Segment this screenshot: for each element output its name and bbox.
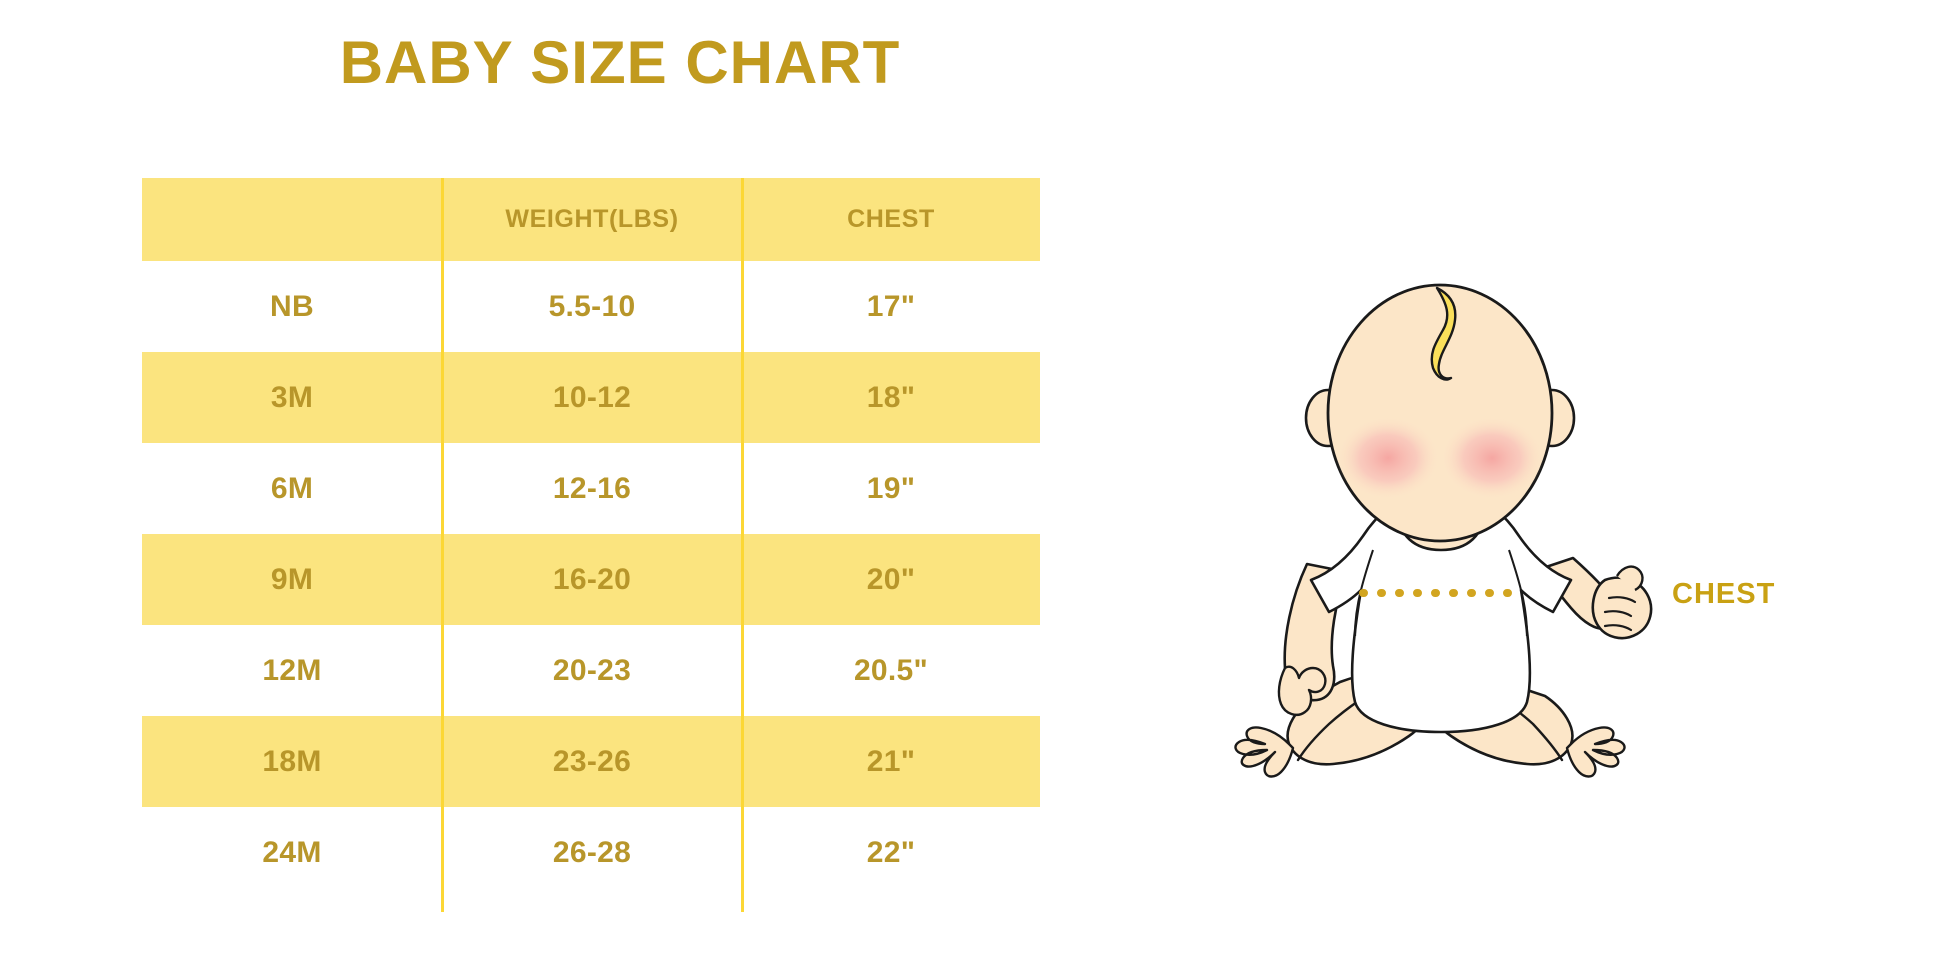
table-row: 18M 23-26 21" — [142, 716, 1040, 807]
baby-cheek-left — [1336, 416, 1440, 500]
table-row: NB 5.5-10 17" — [142, 261, 1040, 352]
cell-weight: 10-12 — [552, 380, 632, 414]
column-divider-2 — [741, 178, 744, 912]
chest-measurement-label: CHEST — [1672, 578, 1776, 610]
baby-figure — [1234, 283, 1653, 778]
cell-chest: 21" — [866, 744, 916, 778]
cell-weight: 23-26 — [552, 744, 632, 778]
cell-size: NB — [270, 289, 314, 323]
table-row: 24M 26-28 22" — [142, 807, 1040, 898]
column-divider-1 — [441, 178, 444, 912]
table-header-row: WEIGHT(LBS) CHEST — [142, 178, 1040, 261]
cell-chest: 19" — [866, 471, 916, 505]
baby-head — [1326, 283, 1554, 543]
table-row: 3M 10-12 18" — [142, 352, 1040, 443]
cell-weight: 16-20 — [552, 562, 632, 596]
baby-illustration — [1185, 250, 1695, 820]
table-row: 12M 20-23 20.5" — [142, 625, 1040, 716]
cell-chest: 18" — [866, 380, 916, 414]
cell-size: 24M — [262, 835, 322, 869]
header-cell-weight: WEIGHT(LBS) — [505, 205, 679, 233]
baby-hair-curl — [1430, 286, 1457, 381]
table-row: 6M 12-16 19" — [142, 443, 1040, 534]
table-row: 9M 16-20 20" — [142, 534, 1040, 625]
cell-chest: 20" — [866, 562, 916, 596]
cell-chest: 22" — [866, 835, 916, 869]
cell-weight: 20-23 — [552, 653, 632, 687]
cell-chest: 17" — [866, 289, 916, 323]
baby-cheek-right — [1440, 416, 1544, 500]
header-cell-chest: CHEST — [847, 205, 935, 233]
cell-size: 9M — [270, 562, 314, 596]
page-title: BABY SIZE CHART — [339, 29, 901, 96]
size-chart-table: WEIGHT(LBS) CHEST NB 5.5-10 17" 3M 10-12… — [142, 178, 1040, 898]
cell-size: 6M — [270, 471, 314, 505]
cell-weight: 12-16 — [552, 471, 632, 505]
cell-size: 12M — [262, 653, 322, 687]
cell-weight: 5.5-10 — [548, 289, 636, 323]
cell-size: 18M — [262, 744, 322, 778]
cell-weight: 26-28 — [552, 835, 632, 869]
cell-size: 3M — [270, 380, 314, 414]
cell-chest: 20.5" — [853, 653, 929, 687]
